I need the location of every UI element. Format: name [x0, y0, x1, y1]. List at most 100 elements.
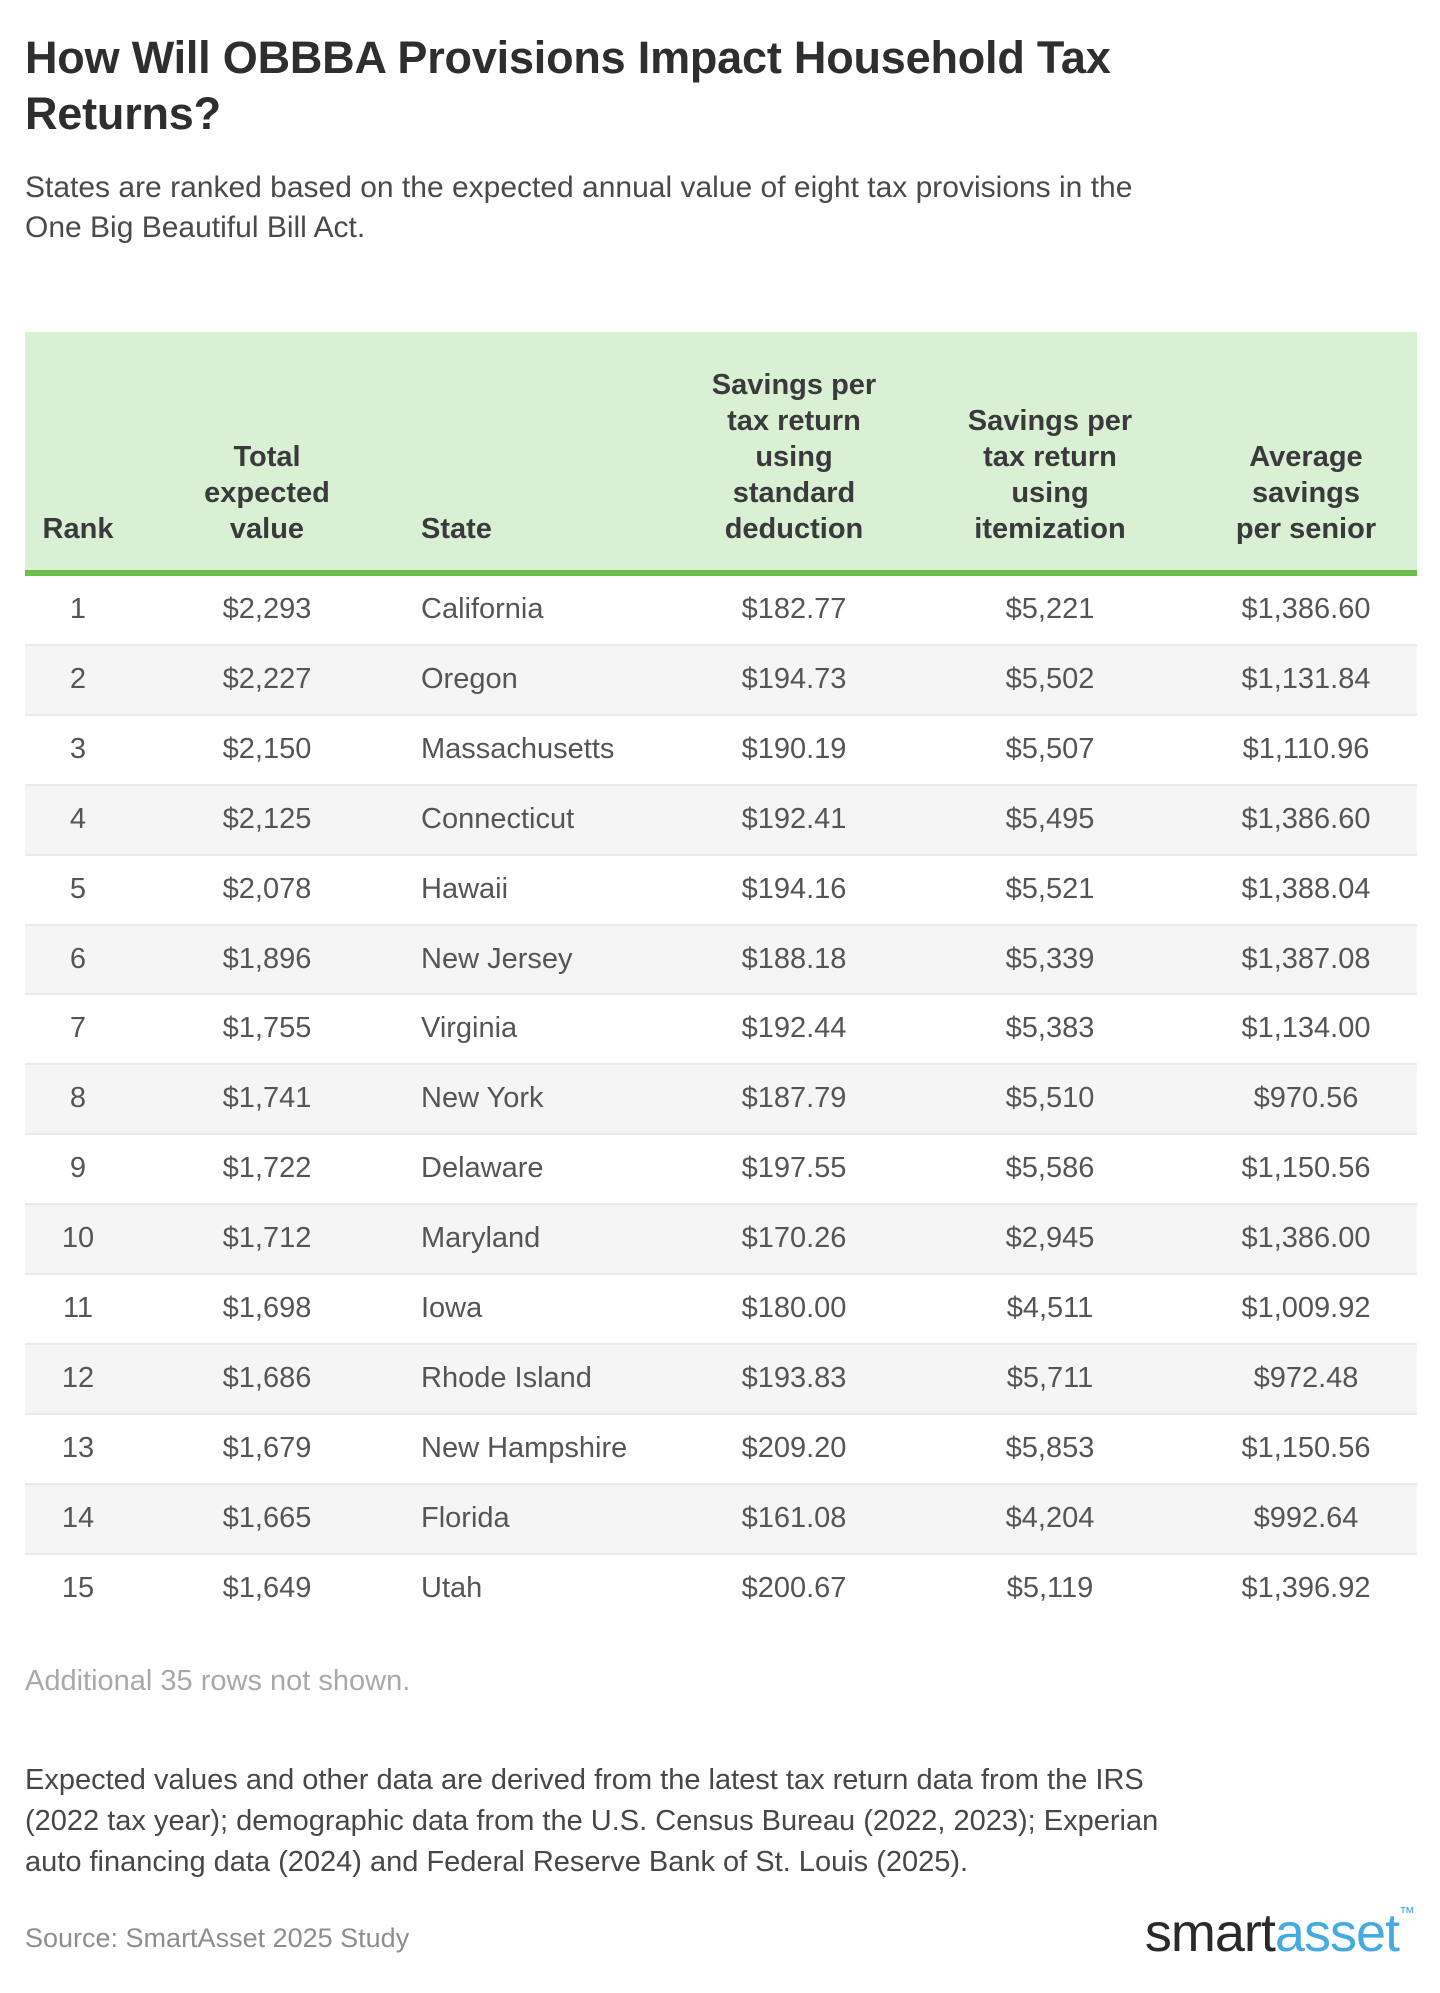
savings-standard-cell: $188.18	[741, 942, 847, 975]
additional-rows-note: Additional 35 rows not shown.	[25, 1665, 411, 1698]
logo-trademark-symbol: ™	[1399, 1904, 1415, 1922]
total-expected-value-cell: $1,649	[222, 1572, 312, 1605]
table-row: 10 $1,712 Maryland $170.26 $2,945 $1,386…	[25, 1204, 1417, 1275]
table-row: 5 $2,078 Hawaii $194.16 $5,521 $1,388.04	[25, 854, 1417, 925]
column-header-rank: Rank	[25, 331, 131, 573]
total-expected-value-cell: $1,722	[222, 1152, 312, 1185]
savings-standard-cell: $200.67	[741, 1572, 847, 1605]
table-body: 1 $2,293 California $182.77 $5,221 $1,38…	[25, 573, 1417, 1623]
rank-cell: 7	[69, 1012, 87, 1045]
savings-senior-cell: $1,386.60	[1241, 592, 1371, 625]
table-row: 7 $1,755 Virginia $192.44 $5,383 $1,134.…	[25, 994, 1417, 1064]
savings-itemization-cell: $5,853	[1005, 1432, 1095, 1465]
table-row: 11 $1,698 Iowa $180.00 $4,511 $1,009.92	[25, 1274, 1417, 1344]
footer: Source: SmartAsset 2025 Study smartasset…	[25, 1902, 1415, 1963]
table-row: 9 $1,722 Delaware $197.55 $5,586 $1,150.…	[25, 1134, 1417, 1204]
total-expected-value-cell: $2,293	[222, 592, 312, 625]
state-cell: Virginia	[421, 1012, 518, 1045]
savings-standard-cell: $192.41	[741, 802, 847, 835]
rank-cell: 12	[61, 1362, 95, 1395]
savings-itemization-cell: $4,511	[1006, 1292, 1094, 1325]
savings-senior-cell: $1,131.84	[1241, 662, 1371, 695]
savings-itemization-cell: $5,521	[1005, 872, 1095, 905]
state-cell: Delaware	[421, 1152, 544, 1185]
page-subtitle: States are ranked based on the expected …	[25, 170, 1133, 244]
state-cell: New Hampshire	[421, 1432, 628, 1465]
logo-smart-text: smart	[1144, 1902, 1276, 1963]
tax-savings-table: Rank Total expected value State Savings …	[25, 331, 1417, 1623]
savings-itemization-cell: $4,204	[1005, 1502, 1095, 1535]
column-header-savings-standard-deduction: Savings per tax return using standard de…	[683, 331, 905, 573]
total-expected-value-cell: $2,078	[222, 872, 312, 905]
column-header-average-savings-per-senior: Average savings per senior	[1195, 331, 1417, 573]
rank-cell: 9	[69, 1152, 87, 1185]
state-cell: Massachusetts	[421, 732, 615, 765]
smartasset-logo: smartasset™	[1144, 1902, 1415, 1963]
state-cell: Rhode Island	[421, 1362, 592, 1395]
table-row: 2 $2,227 Oregon $194.73 $5,502 $1,131.84	[25, 644, 1417, 715]
rank-cell: 15	[61, 1572, 95, 1605]
total-expected-value-cell: $2,125	[222, 802, 312, 835]
savings-standard-cell: $197.55	[741, 1152, 847, 1185]
savings-standard-cell: $161.08	[741, 1502, 847, 1535]
total-expected-value-cell: $2,227	[222, 662, 312, 695]
state-cell: Iowa	[421, 1292, 483, 1325]
column-header-total-expected-value: Total expected value	[131, 331, 403, 573]
savings-standard-cell: $209.20	[741, 1432, 847, 1465]
savings-senior-cell: $1,134.00	[1241, 1012, 1371, 1045]
total-expected-value-cell: $1,698	[222, 1292, 312, 1325]
savings-senior-cell: $1,387.08	[1241, 942, 1371, 975]
state-cell: Connecticut	[421, 802, 575, 835]
savings-itemization-cell: $5,510	[1005, 1082, 1095, 1115]
table-row: 14 $1,665 Florida $161.08 $4,204 $992.64	[25, 1484, 1417, 1555]
rank-cell: 3	[69, 732, 87, 765]
table-row: 13 $1,679 New Hampshire $209.20 $5,853 $…	[25, 1414, 1417, 1484]
savings-itemization-cell: $5,383	[1005, 1012, 1095, 1045]
savings-senior-cell: $1,150.56	[1241, 1432, 1371, 1465]
state-cell: New York	[421, 1082, 544, 1115]
state-cell: Hawaii	[421, 872, 509, 905]
total-expected-value-cell: $1,679	[222, 1432, 312, 1465]
table-header-row: Rank Total expected value State Savings …	[25, 331, 1417, 573]
total-expected-value-cell: $1,712	[222, 1222, 312, 1255]
rank-cell: 2	[69, 662, 87, 695]
savings-senior-cell: $972.48	[1253, 1362, 1359, 1395]
total-expected-value-cell: $1,741	[222, 1082, 312, 1115]
savings-itemization-cell: $2,945	[1005, 1222, 1095, 1255]
savings-standard-cell: $180.00	[741, 1292, 847, 1325]
rank-cell: 6	[69, 942, 87, 975]
column-header-state: State	[403, 331, 683, 573]
savings-senior-cell: $1,386.60	[1241, 802, 1371, 835]
table-row: 8 $1,741 New York $187.79 $5,510 $970.56	[25, 1064, 1417, 1135]
savings-itemization-cell: $5,119	[1006, 1572, 1094, 1605]
state-cell: Maryland	[421, 1222, 541, 1255]
rank-cell: 5	[69, 872, 87, 905]
savings-standard-cell: $170.26	[741, 1222, 847, 1255]
total-expected-value-cell: $2,150	[222, 732, 312, 765]
page-title: How Will OBBBA Provisions Impact Househo…	[25, 32, 1111, 139]
table-row: 15 $1,649 Utah $200.67 $5,119 $1,396.92	[25, 1554, 1417, 1623]
savings-itemization-cell: $5,711	[1006, 1362, 1094, 1395]
table-header: Rank Total expected value State Savings …	[25, 331, 1417, 573]
state-cell: New Jersey	[421, 942, 573, 975]
total-expected-value-cell: $1,755	[222, 1012, 312, 1045]
savings-itemization-cell: $5,339	[1005, 942, 1095, 975]
rank-cell: 4	[69, 802, 87, 835]
savings-standard-cell: $190.19	[741, 732, 847, 765]
rank-cell: 11	[62, 1292, 94, 1325]
savings-itemization-cell: $5,586	[1005, 1152, 1095, 1185]
savings-senior-cell: $970.56	[1253, 1082, 1359, 1115]
savings-senior-cell: $992.64	[1253, 1502, 1359, 1535]
table-row: 3 $2,150 Massachusetts $190.19 $5,507 $1…	[25, 714, 1417, 785]
table-row: 6 $1,896 New Jersey $188.18 $5,339 $1,38…	[25, 924, 1417, 995]
column-header-savings-itemization: Savings per tax return using itemization	[905, 331, 1195, 573]
savings-standard-cell: $194.16	[741, 872, 847, 905]
savings-itemization-cell: $5,502	[1005, 662, 1095, 695]
savings-standard-cell: $194.73	[741, 662, 847, 695]
savings-senior-cell: $1,009.92	[1241, 1292, 1371, 1325]
rank-cell: 13	[61, 1432, 95, 1465]
savings-senior-cell: $1,396.92	[1241, 1572, 1371, 1605]
savings-itemization-cell: $5,221	[1005, 592, 1095, 625]
methodology-note: Expected values and other data are deriv…	[25, 1764, 1159, 1879]
table-row: 1 $2,293 California $182.77 $5,221 $1,38…	[25, 573, 1417, 645]
